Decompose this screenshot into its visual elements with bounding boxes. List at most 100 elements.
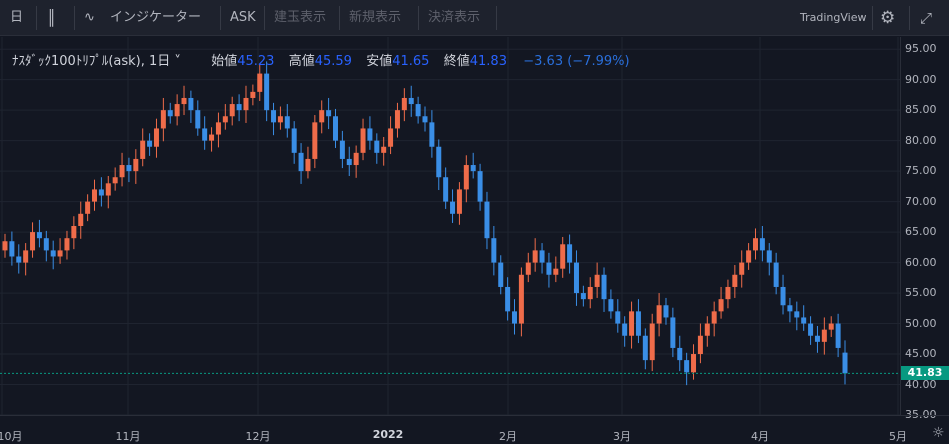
candle-body bbox=[30, 232, 36, 251]
ohlc-legend: ﾅｽﾀﾞｯｸ100ﾄﾘﾌﾟﾙ(ask), 1日 ˅ 始値45.23 高値45.5… bbox=[12, 50, 630, 69]
candle-body bbox=[704, 323, 710, 336]
candle-body bbox=[436, 146, 442, 178]
candle-body bbox=[202, 128, 208, 141]
candle-body bbox=[133, 158, 139, 172]
candle-body bbox=[711, 311, 717, 324]
position-display-button[interactable]: 建玉表示 bbox=[274, 10, 327, 25]
ask-button[interactable]: ASK bbox=[230, 10, 256, 25]
candle-body bbox=[381, 146, 387, 153]
candle-body bbox=[71, 226, 77, 239]
candle-body bbox=[312, 122, 318, 159]
divider bbox=[339, 6, 340, 30]
settlement-display-button[interactable]: 決済表示 bbox=[428, 10, 481, 25]
candle-body bbox=[560, 244, 566, 269]
candle-body bbox=[463, 165, 469, 190]
close-value: 41.83 bbox=[469, 54, 507, 69]
time-tick-label: 5月 bbox=[889, 430, 907, 443]
candle-body bbox=[85, 201, 91, 214]
top-toolbar: 日 ║ ∿ インジケーター ASK 建玉表示 新規表示 決済表示 Trading… bbox=[0, 0, 949, 36]
candle-body bbox=[801, 317, 807, 324]
candle-body bbox=[422, 116, 428, 123]
candle-body bbox=[160, 110, 166, 129]
candle-body bbox=[147, 140, 153, 147]
candlestick-chart[interactable] bbox=[0, 37, 900, 415]
price-tick-label: 65.00 bbox=[905, 225, 937, 239]
candle-body bbox=[64, 238, 70, 251]
candle-body bbox=[222, 116, 228, 123]
time-tick-label: 2022 bbox=[372, 428, 404, 441]
candle-body bbox=[718, 299, 724, 312]
symbol-title[interactable]: ﾅｽﾀﾞｯｸ100ﾄﾘﾌﾟﾙ(ask), 1日 bbox=[12, 54, 171, 69]
candle-body bbox=[677, 347, 683, 361]
new-order-display-button[interactable]: 新規表示 bbox=[349, 10, 402, 25]
candle-body bbox=[814, 335, 820, 342]
price-axis[interactable] bbox=[900, 37, 949, 415]
interval-button[interactable]: 日 bbox=[10, 10, 24, 25]
candle-body bbox=[752, 238, 758, 251]
candle-body bbox=[587, 286, 593, 300]
price-tick-label: 70.00 bbox=[905, 194, 937, 208]
time-tick-label: 10月 bbox=[0, 430, 23, 443]
candle-body bbox=[629, 311, 635, 336]
divider bbox=[220, 6, 221, 30]
price-tick-label: 95.00 bbox=[905, 42, 937, 56]
divider bbox=[264, 6, 265, 30]
candle-body bbox=[250, 91, 256, 98]
candle-body bbox=[277, 116, 283, 123]
candle-body bbox=[298, 152, 304, 172]
candle-body bbox=[98, 189, 104, 196]
divider bbox=[36, 6, 37, 30]
settings-gear-icon[interactable]: ⚙ bbox=[880, 8, 896, 28]
candle-body bbox=[236, 104, 242, 111]
price-tick-label: 75.00 bbox=[905, 164, 937, 178]
candle-body bbox=[271, 110, 277, 123]
price-tick-label: 40.00 bbox=[905, 377, 937, 391]
price-tick-label: 80.00 bbox=[905, 133, 937, 147]
candle-body bbox=[181, 97, 187, 105]
candle-body bbox=[622, 323, 628, 336]
indicators-button[interactable]: インジケーター bbox=[110, 10, 202, 25]
candle-body bbox=[153, 128, 159, 147]
low-value: 41.65 bbox=[392, 54, 430, 69]
divider bbox=[909, 6, 910, 30]
indicators-icon[interactable]: ∿ bbox=[84, 10, 95, 25]
candle-body bbox=[546, 262, 552, 275]
candle-body bbox=[670, 317, 676, 348]
candle-body bbox=[842, 352, 848, 374]
candle-body bbox=[415, 104, 421, 117]
candle-body bbox=[50, 250, 56, 257]
time-axis[interactable] bbox=[0, 415, 949, 444]
candle-body bbox=[691, 354, 697, 373]
candle-body bbox=[539, 250, 545, 263]
open-label: 始値 bbox=[211, 54, 238, 69]
candle-body bbox=[773, 262, 779, 287]
chevron-down-icon[interactable]: ˅ bbox=[170, 54, 181, 69]
price-tick-label: 50.00 bbox=[905, 316, 937, 330]
price-tick-label: 55.00 bbox=[905, 286, 937, 300]
price-tick-label: 35.00 bbox=[905, 408, 937, 421]
divider bbox=[74, 6, 75, 30]
candle-body bbox=[594, 274, 600, 287]
candle-body bbox=[739, 262, 745, 275]
candle-body bbox=[684, 360, 690, 373]
candle-body bbox=[367, 128, 373, 141]
candle-body bbox=[780, 286, 786, 306]
candle-body bbox=[105, 183, 111, 196]
candle-body bbox=[408, 97, 414, 105]
fullscreen-icon[interactable]: ⤢ bbox=[920, 9, 933, 27]
candle-body bbox=[257, 73, 263, 92]
time-tick-label: 3月 bbox=[613, 430, 631, 443]
candle-body bbox=[835, 323, 841, 348]
candle-style-icon[interactable]: ║ bbox=[47, 9, 57, 27]
candle-body bbox=[326, 110, 332, 117]
candle-body bbox=[119, 165, 125, 178]
candle-body bbox=[601, 274, 607, 300]
axis-settings-icon[interactable]: ☼ bbox=[932, 425, 945, 441]
open-value: 45.23 bbox=[237, 54, 275, 69]
candle-body bbox=[787, 305, 793, 312]
price-tick-label: 90.00 bbox=[905, 72, 937, 86]
candle-body bbox=[642, 335, 648, 361]
candle-body bbox=[477, 171, 483, 202]
candle-body bbox=[195, 110, 201, 129]
close-label: 終値 bbox=[443, 54, 470, 69]
